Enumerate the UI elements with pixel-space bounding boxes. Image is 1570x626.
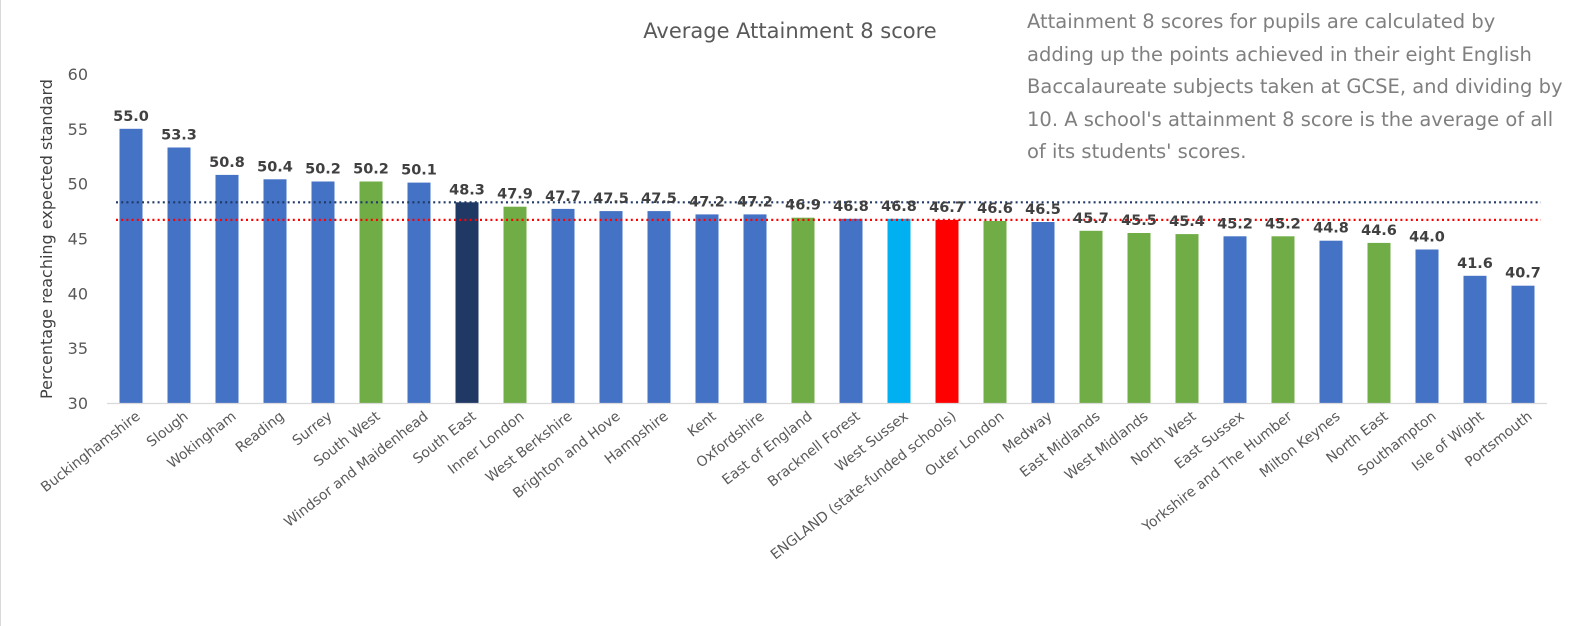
bar (1127, 233, 1151, 403)
y-tick-label: 40 (68, 284, 88, 303)
bar (167, 147, 191, 403)
value-label: 47.7 (545, 189, 581, 205)
value-label: 45.4 (1169, 214, 1205, 230)
bar (1223, 236, 1247, 403)
value-label: 46.9 (785, 198, 821, 214)
value-labels: 55.0 53.3 50.8 50.4 50.2 50.2 50.1 48.3 47.9 47.7… (113, 109, 1541, 282)
value-label: 44.0 (1409, 230, 1445, 246)
bar (599, 211, 623, 403)
value-label: 47.2 (737, 194, 773, 210)
value-label: 55.0 (113, 109, 149, 125)
value-label: 45.5 (1121, 213, 1157, 229)
category-label: Milton Keynes (1257, 409, 1344, 482)
bar (887, 218, 911, 403)
bar (1271, 236, 1295, 403)
bar (935, 219, 959, 403)
bar (359, 181, 383, 403)
value-label: 50.1 (401, 163, 437, 179)
left-frame-edge (0, 0, 1, 626)
y-axis-label: Percentage reaching expected standard (37, 79, 56, 399)
bar (983, 221, 1007, 403)
bars-group (119, 128, 1535, 404)
attainment-8-explanation-note: Attainment 8 scores for pupils are calcu… (1027, 10, 1563, 163)
bar (263, 179, 287, 403)
y-tick-label: 60 (68, 65, 88, 84)
category-label: Buckinghamshire (38, 409, 143, 496)
value-label: 47.5 (641, 191, 677, 207)
bar (791, 217, 815, 403)
category-label: Reading (233, 409, 288, 457)
y-tick-label: 45 (68, 230, 88, 249)
y-tick-label: 30 (68, 394, 88, 413)
y-tick-label: 35 (68, 339, 88, 358)
value-label: 46.8 (833, 199, 869, 215)
category-label: Kent (685, 408, 720, 440)
bar (119, 128, 143, 404)
bar (1367, 242, 1391, 403)
bar (455, 202, 479, 403)
bar (407, 182, 431, 403)
value-label: 47.9 (497, 187, 533, 203)
value-label: 50.8 (209, 155, 245, 171)
value-label: 46.6 (977, 201, 1013, 217)
bar (1079, 230, 1103, 403)
chart-title: Average Attainment 8 score (643, 19, 936, 43)
value-label: 47.5 (593, 191, 629, 207)
bar (695, 214, 719, 403)
bar (1175, 234, 1199, 403)
value-label: 40.7 (1505, 266, 1541, 282)
bar (839, 218, 863, 403)
bar (1463, 275, 1487, 403)
bar (311, 181, 335, 403)
value-label: 46.5 (1025, 202, 1061, 218)
value-label: 50.2 (353, 162, 389, 178)
value-label: 44.6 (1361, 223, 1397, 239)
bar (215, 174, 239, 403)
value-label: 47.2 (689, 194, 725, 210)
bar (1415, 249, 1439, 403)
value-label: 48.3 (449, 182, 485, 198)
value-label: 45.2 (1217, 216, 1253, 232)
value-label: 45.7 (1073, 211, 1109, 227)
y-axis-ticks: 30 35 40 45 50 55 60 (68, 65, 88, 413)
bar (551, 208, 575, 403)
bar (647, 211, 671, 403)
value-label: 50.2 (305, 162, 341, 178)
value-label: 41.6 (1457, 256, 1493, 272)
value-label: 53.3 (161, 128, 197, 144)
category-label: East Midlands (1017, 409, 1103, 481)
category-label: West Midlands (1062, 409, 1152, 484)
value-label: 50.4 (257, 159, 293, 175)
bar (503, 206, 527, 403)
value-label: 45.2 (1265, 216, 1301, 232)
value-label: 44.8 (1313, 221, 1349, 237)
value-label: 46.7 (929, 200, 965, 216)
value-label: 46.8 (881, 199, 917, 215)
y-tick-label: 50 (68, 175, 88, 194)
bar (1319, 240, 1343, 403)
bar (1031, 222, 1055, 403)
y-tick-label: 55 (68, 120, 88, 139)
bar (1511, 285, 1535, 403)
bar (743, 214, 767, 403)
reference-lines (116, 201, 1541, 221)
